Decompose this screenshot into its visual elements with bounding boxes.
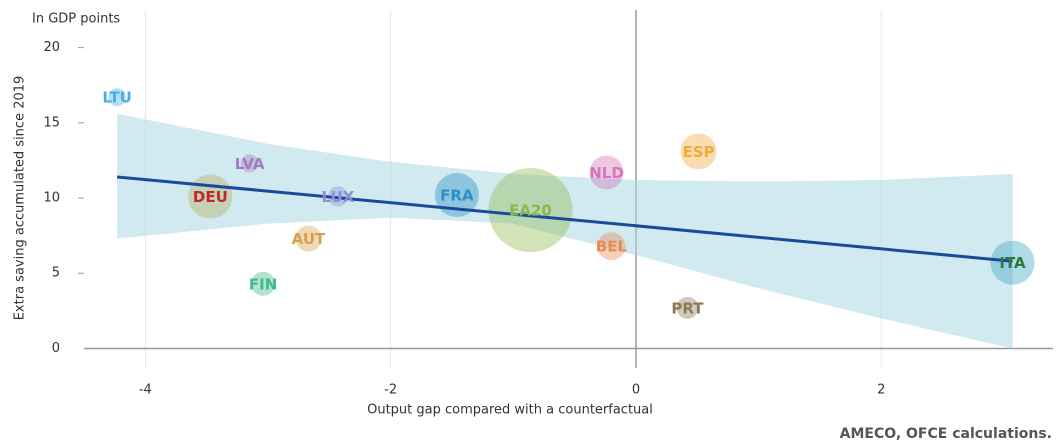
point-label: PRT xyxy=(671,299,704,317)
point-label: FIN xyxy=(249,275,277,293)
point-label: DEU xyxy=(193,188,228,206)
point-label: ESP xyxy=(682,143,714,161)
y-tick-label: 10 xyxy=(43,191,60,206)
point-label: NLD xyxy=(589,164,624,182)
bubble xyxy=(589,155,624,190)
bubble xyxy=(251,271,276,296)
x-tick-label: -2 xyxy=(384,383,397,398)
x-tick-label: 2 xyxy=(877,383,885,398)
bubble xyxy=(680,133,717,170)
point-label: EA20 xyxy=(509,202,552,220)
y-tick-label: 20 xyxy=(43,40,60,55)
annotation: In GDP points xyxy=(32,12,120,27)
bubble xyxy=(488,168,573,253)
y-axis-label: Extra saving accumulated since 2019 xyxy=(13,76,28,321)
point-label: FRA xyxy=(440,187,474,205)
y-tick-label: 15 xyxy=(43,115,60,130)
point-label: ITA xyxy=(999,254,1026,272)
bubble xyxy=(240,154,259,173)
bubble xyxy=(295,225,322,252)
bubble xyxy=(108,88,127,107)
source: AMECO, OFCE calculations. xyxy=(840,426,1052,442)
y-tick-label: 0 xyxy=(52,341,60,356)
bubble xyxy=(434,173,479,218)
point-label: LUX xyxy=(322,188,355,206)
x-tick-label: 0 xyxy=(632,383,640,398)
bubble xyxy=(676,296,699,319)
y-tick-label: 5 xyxy=(52,266,60,281)
point-label: AUT xyxy=(292,230,326,248)
point-label: LTU xyxy=(102,89,132,107)
point-label: LVA xyxy=(235,155,265,173)
bubble xyxy=(597,232,626,261)
point-label: BEL xyxy=(596,238,628,256)
x-axis-label: Output gap compared with a counterfactua… xyxy=(367,403,653,418)
x-tick-label: -4 xyxy=(139,383,152,398)
confidence-band xyxy=(117,113,1013,349)
bubble xyxy=(990,240,1035,285)
trend-line xyxy=(116,175,1013,263)
